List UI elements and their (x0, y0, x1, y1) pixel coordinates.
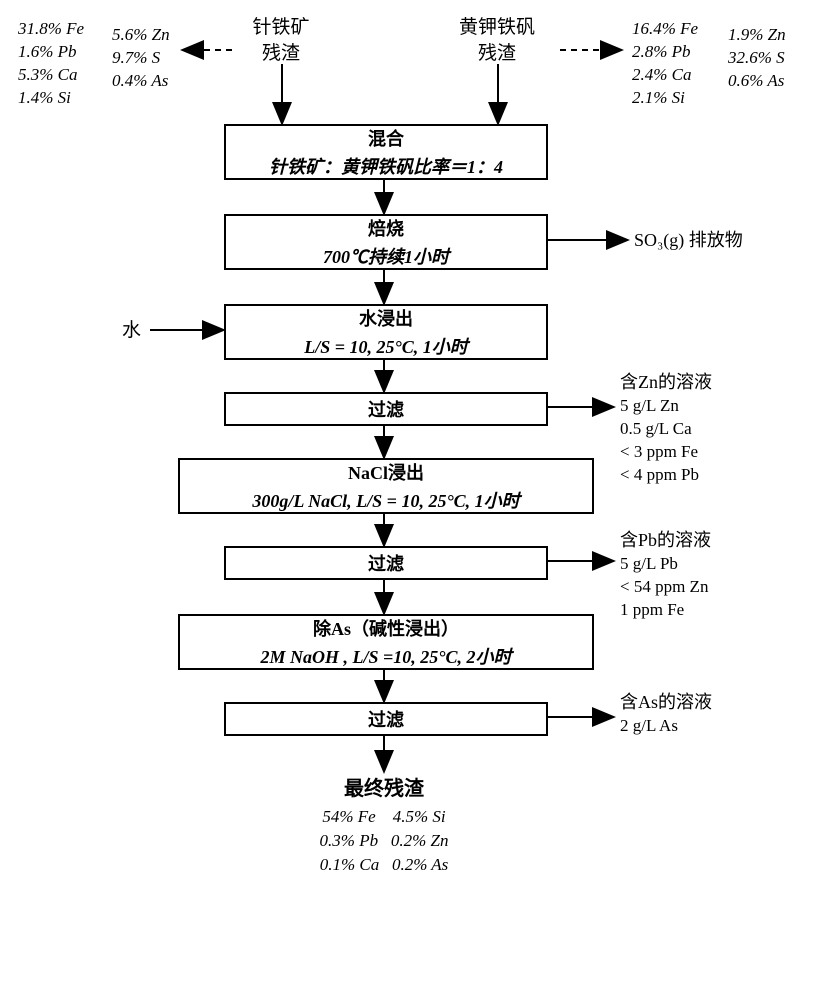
arrows (0, 0, 824, 1000)
